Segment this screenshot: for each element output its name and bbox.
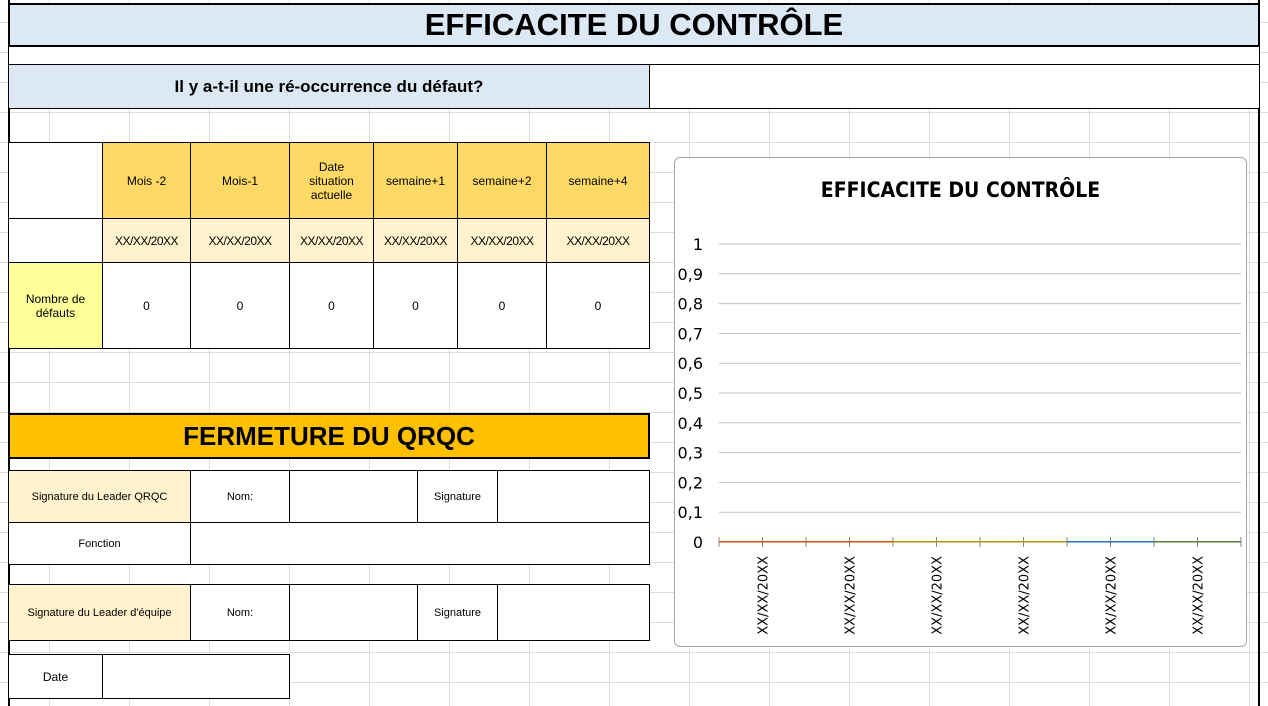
- y-tick-label: 0,6: [678, 354, 703, 373]
- x-tick-label: XX/XX/20XX: [1018, 556, 1033, 635]
- value-cell[interactable]: 0: [102, 262, 191, 349]
- date-cell[interactable]: XX/XX/20XX: [373, 218, 458, 263]
- y-tick-label: 0,7: [678, 324, 703, 343]
- header-cell: Mois -2: [102, 142, 191, 219]
- signature-label: Signature: [417, 470, 498, 523]
- table-corner: [8, 142, 103, 219]
- header-cell: semaine+2: [457, 142, 547, 219]
- x-tick-label: XX/XX/20XX: [1105, 556, 1120, 635]
- closure-title: FERMETURE DU QRQC: [8, 413, 650, 459]
- row-label-defauts: Nombre de défauts: [8, 262, 103, 349]
- nom-label-2: Nom:: [190, 584, 290, 641]
- date-cell[interactable]: XX/XX/20XX: [457, 218, 547, 263]
- date-input[interactable]: [102, 654, 290, 699]
- y-tick-label: 0: [693, 533, 703, 552]
- y-tick-label: 0,5: [678, 384, 703, 403]
- bar[interactable]: [719, 541, 806, 543]
- date-cell[interactable]: XX/XX/20XX: [546, 218, 650, 263]
- y-tick-label: 0,9: [678, 265, 703, 284]
- y-tick-label: 0,4: [678, 414, 703, 433]
- leader-equipe-signature-input[interactable]: [497, 584, 650, 641]
- nom-label: Nom:: [190, 470, 290, 523]
- value-cell[interactable]: 0: [546, 262, 650, 349]
- question-answer[interactable]: [649, 64, 1260, 109]
- question-label: Il y a-t-il une ré-occurrence du défaut?: [8, 64, 650, 109]
- bar[interactable]: [1154, 541, 1241, 543]
- leader-qrqc-nom-input[interactable]: [289, 470, 418, 523]
- value-cell[interactable]: 0: [190, 262, 290, 349]
- chart-title: EFFICACITE DU CONTRÔLE: [820, 178, 1101, 202]
- leader-equipe-nom-input[interactable]: [289, 584, 418, 641]
- page-title: EFFICACITE DU CONTRÔLE: [8, 3, 1260, 47]
- y-tick-label: 0,2: [678, 473, 703, 492]
- date-cell[interactable]: XX/XX/20XX: [102, 218, 191, 263]
- header-cell: semaine+4: [546, 142, 650, 219]
- x-tick-label: XX/XX/20XX: [757, 556, 772, 635]
- header-cell: Mois-1: [190, 142, 290, 219]
- bar[interactable]: [893, 541, 980, 543]
- signature-label-2: Signature: [417, 584, 498, 641]
- bar[interactable]: [806, 541, 893, 543]
- leader-qrqc-signature-input[interactable]: [497, 470, 650, 523]
- x-tick-label: XX/XX/20XX: [844, 556, 859, 635]
- chart-plot: 0 0,1 0,2 0,3 0,4 0,5 0,6 0,7 0,8 0,9 1 XX/XX/20XX X…: [678, 235, 1242, 635]
- y-tick-label: 1: [693, 235, 703, 254]
- date-label: Date: [8, 654, 103, 699]
- fonction-label: Fonction: [8, 522, 191, 565]
- header-cell: Date situation actuelle: [289, 142, 374, 219]
- x-tick-label: XX/XX/20XX: [931, 556, 946, 635]
- fonction-input[interactable]: [190, 522, 650, 565]
- y-tick-label: 0,8: [678, 295, 703, 314]
- chart[interactable]: EFFICACITE DU CONTRÔLE 0 0,1 0,2 0,3 0,4 0,5 0…: [674, 157, 1247, 647]
- y-tick-label: 0,3: [678, 444, 703, 463]
- value-cell[interactable]: 0: [457, 262, 547, 349]
- spacer-row: [8, 46, 1260, 65]
- bar[interactable]: [980, 541, 1067, 543]
- date-row-label: [8, 218, 103, 263]
- date-cell[interactable]: XX/XX/20XX: [289, 218, 374, 263]
- leader-equipe-label: Signature du Leader d'équipe: [8, 584, 191, 641]
- bar[interactable]: [1067, 541, 1154, 543]
- value-cell[interactable]: 0: [289, 262, 374, 349]
- y-tick-label: 0,1: [678, 503, 703, 522]
- value-cell[interactable]: 0: [373, 262, 458, 349]
- header-cell: semaine+1: [373, 142, 458, 219]
- x-tick-label: XX/XX/20XX: [1192, 556, 1207, 635]
- leader-qrqc-label: Signature du Leader QRQC: [8, 470, 191, 523]
- date-cell[interactable]: XX/XX/20XX: [190, 218, 290, 263]
